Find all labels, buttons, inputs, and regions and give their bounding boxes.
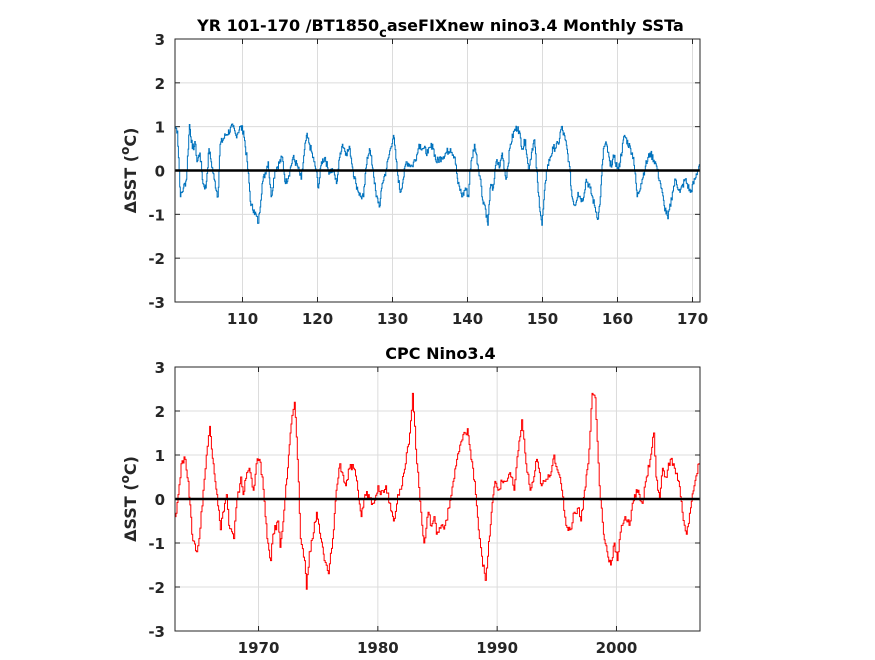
y-tick-label: 0 xyxy=(155,163,165,181)
series-line-model-nino3-4 xyxy=(175,123,701,226)
y-tick-label: -3 xyxy=(148,294,165,312)
series-line-cpc-nino3-4 xyxy=(175,392,701,590)
y-tick-label: 3 xyxy=(155,359,165,377)
y-label-part: ΔSST ( xyxy=(121,483,140,542)
y-label-part: o xyxy=(118,147,132,155)
y-label-part: o xyxy=(118,475,132,483)
y-tick-label: 0 xyxy=(155,491,165,509)
title-part: YR 101-170 /BT1850 xyxy=(196,16,379,35)
y-tick-label: -2 xyxy=(148,250,165,268)
x-tick-label: 1980 xyxy=(357,639,399,656)
axes-2: 1970 1980 1990 2000 -3 -2 -1 0 1 2 3 CPC Nino3.4 ΔSS… xyxy=(118,344,701,657)
y-tick-label: -1 xyxy=(148,535,165,553)
x-tick-label: 160 xyxy=(602,310,633,328)
chart-title: YR 101-170 /BT1850caseFIXnew nino3.4 Mon… xyxy=(196,16,684,41)
y-tick-label: 1 xyxy=(155,447,165,465)
y-label-part: C) xyxy=(121,456,140,475)
y-axis-label: ΔSST (oC) xyxy=(118,128,140,214)
x-tick-label: 110 xyxy=(227,310,258,328)
y-label-part: C) xyxy=(121,128,140,147)
y-label-part: ΔSST ( xyxy=(121,155,140,214)
y-axis-label: ΔSST (oC) xyxy=(118,456,140,542)
x-tick-label: 130 xyxy=(377,310,408,328)
title-part: CPC Nino3.4 xyxy=(385,344,495,363)
x-tick-label: 140 xyxy=(452,310,483,328)
title-part: aseFIXnew nino3.4 Monthly SSTa xyxy=(387,16,684,35)
x-tick-label: 1970 xyxy=(238,639,280,656)
axes-box xyxy=(174,38,701,303)
axes-1: 110 120 130 140 150 160 170 -3 -2 -1 0 1 2 3 YR 101-17… xyxy=(118,16,708,328)
x-tick-label: 120 xyxy=(302,310,333,328)
x-tick-label: 2000 xyxy=(596,639,638,656)
y-tick-label: 2 xyxy=(155,75,165,93)
y-tick-label: -2 xyxy=(148,579,165,597)
x-tick-label: 1990 xyxy=(476,639,518,656)
axes-box xyxy=(174,366,701,632)
x-tick-label: 170 xyxy=(677,310,708,328)
y-tick-label: -1 xyxy=(148,206,165,224)
chart-title: CPC Nino3.4 xyxy=(385,344,495,363)
y-tick-label: 2 xyxy=(155,403,165,421)
title-part: c xyxy=(379,26,387,41)
y-tick-label: 3 xyxy=(155,31,165,49)
y-tick-label: 1 xyxy=(155,119,165,137)
x-tick-label: 150 xyxy=(527,310,558,328)
y-tick-label: -3 xyxy=(148,623,165,641)
